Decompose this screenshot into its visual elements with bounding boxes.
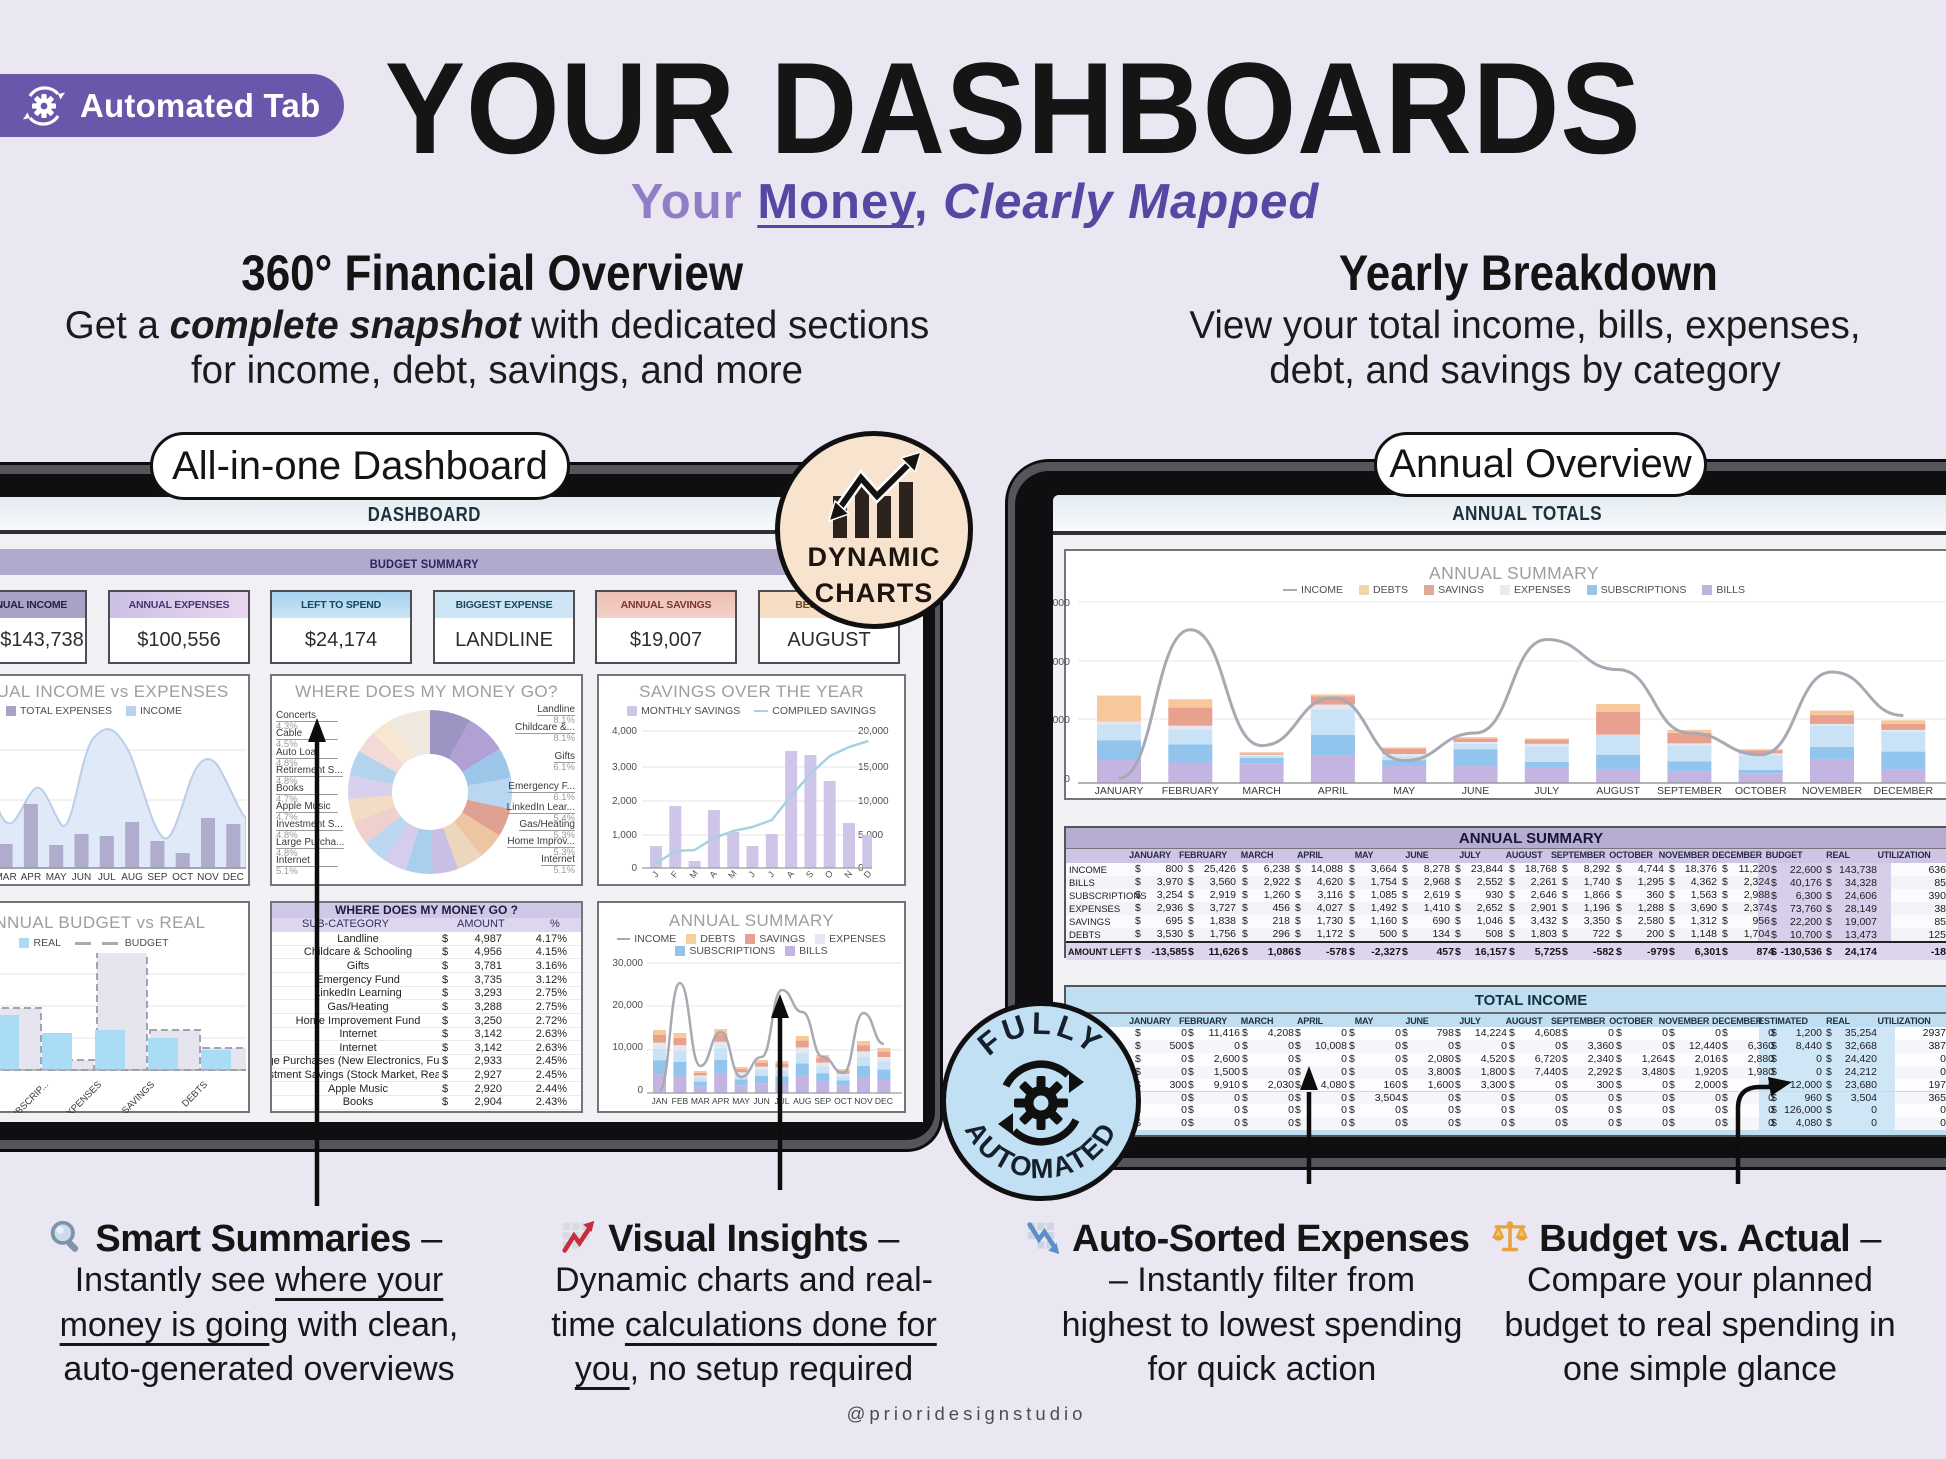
svg-text:AUG: AUG <box>793 1096 811 1106</box>
svg-text:DEC: DEC <box>875 1096 893 1106</box>
svg-text:OCT: OCT <box>172 872 193 882</box>
svg-text:OCT: OCT <box>834 1096 852 1106</box>
svg-text:MAY: MAY <box>46 872 67 882</box>
svg-text:SEP: SEP <box>147 872 167 882</box>
svg-text:EXPENSES: EXPENSES <box>60 1079 104 1113</box>
svg-text:MAR: MAR <box>691 1096 710 1106</box>
svg-text:M: M <box>688 868 700 879</box>
svg-text:A: A <box>707 869 719 879</box>
svg-text:JUN: JUN <box>72 872 91 882</box>
svg-text:MAY: MAY <box>732 1096 750 1106</box>
svg-text:M: M <box>726 868 738 879</box>
svg-text:AUG: AUG <box>121 872 143 882</box>
svg-text:FEBRUARY: FEBRUARY <box>1162 785 1219 797</box>
svg-text:J: J <box>766 869 777 879</box>
svg-text:FEB: FEB <box>672 1096 689 1106</box>
svg-text:JUL: JUL <box>774 1096 789 1106</box>
svg-text:JUL: JUL <box>98 872 116 882</box>
svg-text:JUN: JUN <box>753 1096 770 1106</box>
svg-text:DEC: DEC <box>223 872 244 882</box>
svg-text:D: D <box>862 868 872 879</box>
svg-text:JUNE: JUNE <box>1462 785 1489 797</box>
svg-text:JAN: JAN <box>651 1096 667 1106</box>
svg-text:JULY: JULY <box>1534 785 1559 797</box>
svg-text:J: J <box>650 869 661 879</box>
svg-text:A: A <box>785 869 797 879</box>
svg-text:DEBTS: DEBTS <box>180 1079 210 1109</box>
svg-text:MAY: MAY <box>1393 785 1415 797</box>
svg-text:O: O <box>823 868 835 879</box>
svg-text:APRIL: APRIL <box>1318 785 1349 797</box>
svg-text:SUBSCRIP...: SUBSCRIP... <box>4 1079 51 1113</box>
svg-text:AUGUST: AUGUST <box>1596 785 1640 797</box>
svg-text:SEPTEMBER: SEPTEMBER <box>1657 785 1722 797</box>
svg-text:JANUARY: JANUARY <box>1095 785 1144 797</box>
svg-text:SAVINGS: SAVINGS <box>120 1079 157 1113</box>
svg-text:NOVEMBER: NOVEMBER <box>1802 785 1863 797</box>
svg-text:SEP: SEP <box>814 1096 831 1106</box>
svg-text:J: J <box>746 869 757 879</box>
svg-text:APR: APR <box>712 1096 729 1106</box>
svg-text:S: S <box>804 869 816 879</box>
svg-text:MAR: MAR <box>0 872 17 882</box>
svg-text:OCTOBER: OCTOBER <box>1735 785 1787 797</box>
svg-text:NOV: NOV <box>197 872 219 882</box>
svg-text:DECEMBER: DECEMBER <box>1874 785 1934 797</box>
svg-text:FULLY: FULLY <box>971 1006 1111 1062</box>
svg-text:APR: APR <box>21 872 42 882</box>
svg-text:MARCH: MARCH <box>1242 785 1281 797</box>
svg-text:F: F <box>669 869 681 879</box>
svg-text:N: N <box>842 869 854 879</box>
svg-text:NOV: NOV <box>854 1096 873 1106</box>
